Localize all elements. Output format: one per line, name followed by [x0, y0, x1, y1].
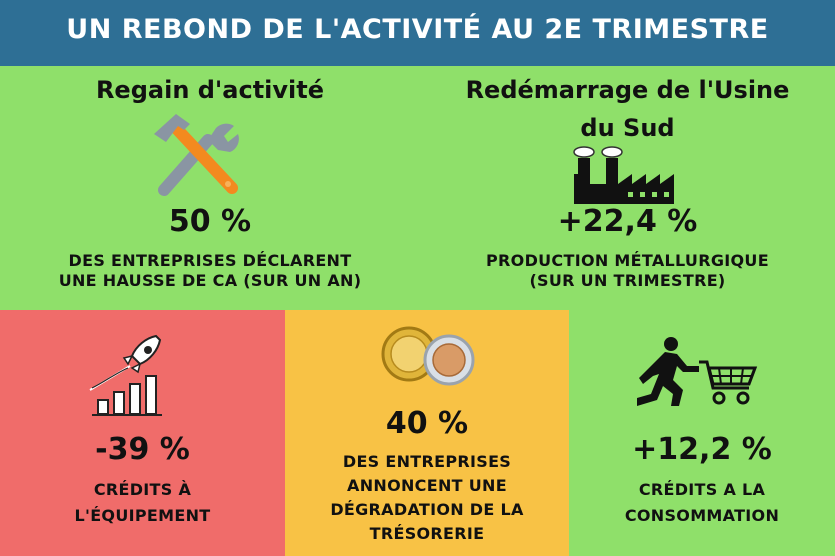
coins-icon	[381, 326, 475, 386]
consumption-desc-1: CRÉDITS A LA	[638, 480, 766, 499]
factory-panel: Redémarrage de l'Usine du Sud +22,4 % PR…	[420, 66, 835, 310]
activity-desc-1: DES ENTREPRISES DÉCLARENT	[68, 251, 352, 270]
factory-heading-2: du Sud	[580, 114, 675, 142]
treasury-desc-1: DES ENTREPRISES	[342, 452, 512, 471]
factory-value: +22,4 %	[557, 204, 698, 239]
equipment-value: -39 %	[95, 432, 190, 467]
factory-heading-1: Redémarrage de l'Usine	[465, 76, 790, 104]
consumption-desc-2: CONSOMMATION	[624, 506, 780, 525]
factory-desc-2: (SUR UN TRIMESTRE)	[529, 271, 726, 290]
consumption-value: +12,2 %	[632, 432, 772, 467]
treasury-desc-4: TRÉSORERIE	[369, 524, 485, 543]
treasury-value: 40 %	[385, 406, 469, 441]
rocket-chart-icon	[89, 334, 162, 416]
factory-icon	[573, 146, 674, 204]
factory-desc-1: PRODUCTION MÉTALLURGIQUE	[486, 251, 769, 270]
activity-value: 50 %	[168, 204, 252, 239]
consumption-panel: +12,2 % CRÉDITS A LA CONSOMMATION	[569, 310, 835, 556]
activity-desc-2: UNE HAUSSE DE CA (SUR UN AN)	[58, 271, 362, 290]
activity-heading: Regain d'activité	[95, 76, 325, 104]
page-title: UN REBOND DE L'ACTIVITÉ AU 2E TRIMESTRE	[66, 14, 769, 45]
equipment-desc-2: L'ÉQUIPEMENT	[74, 506, 211, 525]
treasury-desc-3: DÉGRADATION DE LA	[330, 500, 524, 519]
equipment-desc-1: CRÉDITS À	[93, 480, 192, 499]
shopping-cart-icon	[637, 337, 758, 406]
header-bar: UN REBOND DE L'ACTIVITÉ AU 2E TRIMESTRE	[0, 0, 835, 66]
equipment-panel: -39 % CRÉDITS À L'ÉQUIPEMENT	[0, 310, 285, 556]
treasury-desc-2: ANNONCENT UNE	[347, 476, 507, 495]
activity-panel: Regain d'activité 50 % DES ENTREPRISES D…	[0, 66, 420, 310]
tools-icon	[154, 114, 239, 196]
treasury-panel: 40 % DES ENTREPRISES ANNONCENT UNE DÉGRA…	[285, 310, 569, 556]
